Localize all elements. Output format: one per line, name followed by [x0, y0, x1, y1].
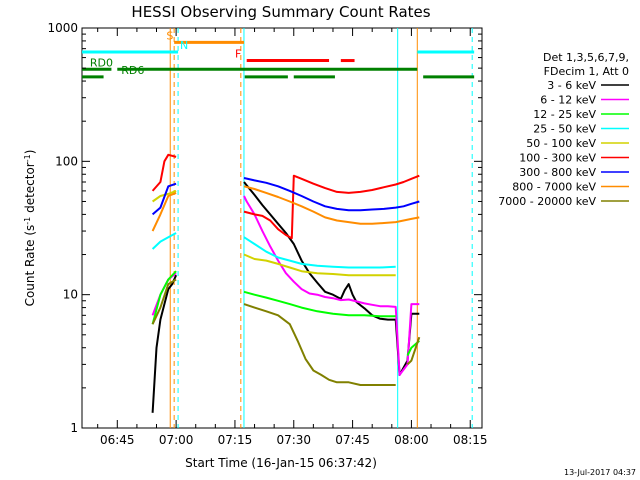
legend-entry-label: 300 - 800 keV — [519, 166, 596, 179]
x-axis-label: Start Time (16-Jan-15 06:37:42) — [185, 456, 377, 470]
y-axis-label-superscript: -1 — [23, 217, 32, 225]
series-line — [151, 182, 177, 216]
y-axis-label-part: detector — [23, 162, 37, 217]
x-tick-label: 06:45 — [100, 433, 135, 447]
status-bar-label: S — [166, 29, 173, 42]
x-tick-label: 07:00 — [159, 433, 194, 447]
y-axis-label-superscript: -1 — [23, 154, 32, 162]
status-bar-label: F — [235, 48, 241, 61]
series-line — [243, 195, 420, 376]
status-bar-label: N — [180, 39, 188, 52]
series-line — [243, 177, 420, 212]
status-bar-label: RD0 — [90, 56, 113, 69]
plot-frame — [81, 27, 483, 429]
series-line — [243, 303, 396, 386]
status-bars: SN F RD0 RD6 — [82, 29, 475, 79]
x-tick-label: 07:45 — [335, 433, 370, 447]
series-line — [151, 278, 177, 325]
series-line — [243, 174, 420, 240]
legend-entry-label: 3 - 6 keV — [547, 79, 596, 92]
status-bar-label: RD6 — [121, 64, 144, 77]
x-tick-label: 08:00 — [394, 433, 429, 447]
series-line — [151, 270, 177, 325]
legend-entry-label: 12 - 25 keV — [533, 108, 596, 121]
legend-entry-label: 6 - 12 keV — [540, 94, 596, 107]
x-tick-label: 07:15 — [218, 433, 253, 447]
series-line — [243, 290, 396, 318]
series-line — [243, 185, 420, 225]
y-tick-label: 1 — [70, 421, 78, 435]
y-axis-label-part: ) — [23, 150, 37, 155]
series-line — [406, 336, 421, 366]
legend: Det 1,3,5,6,7,9,FDecim 1, Att 03 - 6 keV… — [498, 51, 629, 208]
legend-header: FDecim 1, Att 0 — [544, 65, 629, 78]
y-tick-label: 1000 — [47, 21, 78, 35]
legend-entry-label: 25 - 50 keV — [533, 123, 596, 136]
y-tick-label: 100 — [55, 154, 78, 168]
legend-entry-label: 800 - 7000 keV — [512, 181, 596, 194]
axes: 06:45 07:00 07:15 07:30 07:45 08:00 08:15 1 10 10… — [47, 21, 487, 447]
x-tick-label: 07:30 — [276, 433, 311, 447]
legend-header: Det 1,3,5,6,7,9, — [543, 51, 629, 64]
legend-entry-label: 100 - 300 keV — [519, 152, 596, 165]
series-line — [151, 232, 177, 250]
series-line — [151, 191, 177, 232]
chart-title: HESSI Observing Summary Count Rates — [131, 3, 430, 21]
series-line — [151, 274, 178, 413]
x-tick-label: 08:15 — [453, 433, 488, 447]
timestamp-stamp: 13-Jul-2017 04:37 — [564, 468, 636, 477]
series-line — [243, 181, 420, 376]
y-tick-label: 10 — [63, 288, 78, 302]
series-line — [243, 253, 396, 277]
series-line — [151, 153, 177, 192]
y-axis-label-part: Count Rate (s — [23, 225, 37, 307]
legend-entry-label: 7000 - 20000 keV — [498, 195, 596, 208]
series-lines — [151, 153, 421, 413]
series-line — [243, 236, 396, 269]
y-axis-label: Count Rate (s-1 detector-1) — [23, 150, 38, 307]
legend-entry-label: 50 - 100 keV — [526, 137, 596, 150]
